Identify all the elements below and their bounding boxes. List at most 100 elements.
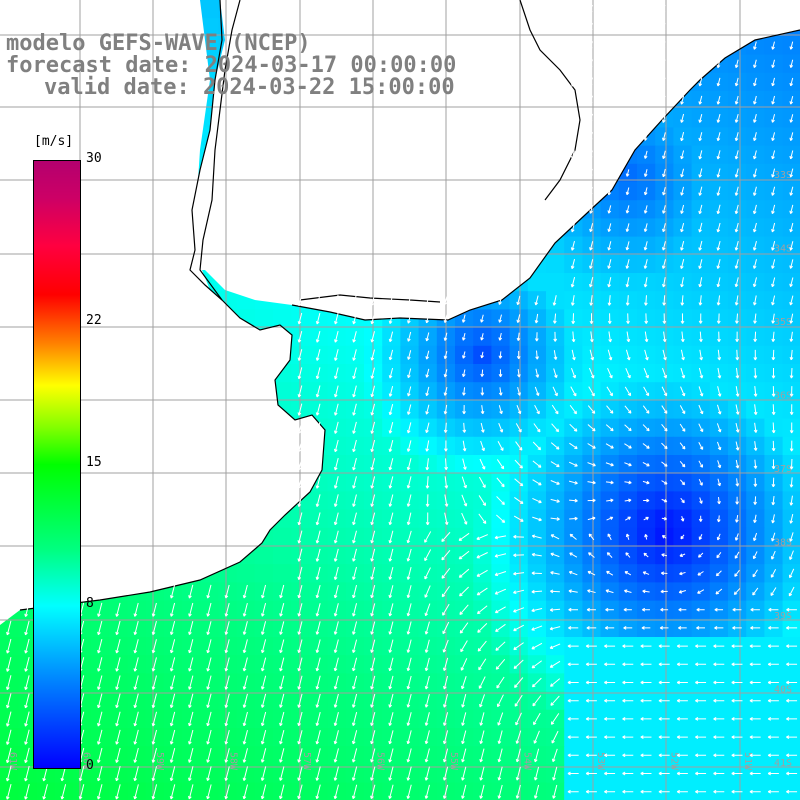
wind-arrow: [513, 624, 525, 632]
wind-arrow: [532, 516, 542, 522]
wind-arrow: [97, 657, 103, 672]
wind-arrow: [771, 277, 776, 288]
colorbar-unit: [m/s]: [34, 134, 74, 149]
wind-arrow: [531, 534, 542, 539]
wind-arrow: [607, 132, 612, 141]
wind-arrow: [641, 626, 651, 630]
wind-arrow: [461, 694, 467, 708]
wind-arrow: [749, 789, 761, 794]
wind-arrow: [625, 113, 630, 123]
wind-arrow: [97, 620, 103, 636]
wind-arrow: [658, 662, 670, 667]
wind-arrow: [789, 440, 794, 452]
wind-cell: [236, 564, 256, 583]
wind-arrow: [497, 730, 503, 745]
wind-arrow: [716, 259, 721, 269]
wind-arrow: [480, 369, 485, 377]
wind-arrow: [587, 405, 596, 414]
wind-arrow: [550, 480, 560, 485]
wind-arrow: [771, 295, 776, 306]
wind-arrow: [661, 277, 666, 288]
wind-arrow: [516, 295, 521, 306]
wind-arrow: [552, 784, 558, 799]
wind-arrow: [497, 748, 503, 763]
wind-arrow: [242, 639, 248, 654]
wind-arrow: [731, 771, 743, 776]
wind-arrow: [625, 516, 631, 521]
wind-arrow: [352, 294, 357, 307]
wind-arrow: [680, 95, 685, 105]
wind-arrow: [315, 784, 321, 800]
wind-arrow: [771, 23, 775, 32]
wind-arrow: [640, 717, 652, 721]
wind-arrow: [662, 23, 666, 32]
wind-arrow: [662, 331, 667, 343]
wind-arrow: [735, 459, 740, 469]
wind-arrow: [388, 657, 394, 672]
wind-arrow: [607, 313, 612, 324]
wind-arrow: [133, 657, 139, 672]
wind-arrow: [732, 607, 742, 612]
wind-arrow: [568, 607, 578, 612]
colorbar: [33, 160, 81, 769]
wind-arrow: [315, 748, 321, 763]
wind-arrow: [24, 620, 30, 636]
wind-arrow: [333, 476, 339, 489]
wind-arrow: [622, 644, 634, 648]
wind-arrow: [425, 295, 430, 306]
wind-arrow: [607, 150, 612, 159]
wind-arrow: [771, 386, 776, 397]
wind-arrow: [553, 368, 558, 379]
wind-arrow: [625, 187, 630, 196]
wind-arrow: [622, 680, 634, 685]
wind-arrow: [588, 533, 595, 541]
wind-arrows: [5, 4, 798, 800]
wind-arrow: [789, 313, 794, 324]
wind-arrow: [752, 569, 758, 578]
longitude-label: 59W: [154, 752, 165, 771]
wind-arrow: [461, 784, 467, 799]
wind-arrow: [768, 626, 779, 630]
wind-arrow: [97, 693, 103, 709]
longitude-label: 52W: [669, 752, 680, 771]
wind-arrow: [169, 711, 176, 727]
wind-cell: [273, 546, 292, 565]
wind-arrow: [716, 204, 721, 215]
wind-arrow: [333, 566, 339, 580]
longitude-label: 51W: [742, 752, 753, 771]
wind-arrow: [480, 333, 484, 341]
wind-arrow: [552, 295, 557, 306]
wind-arrow: [406, 675, 412, 690]
wind-arrow: [188, 729, 194, 745]
wind-arrow: [680, 497, 685, 504]
latitude-label: 38S: [774, 538, 792, 549]
wind-arrow: [480, 351, 484, 359]
wind-arrow: [658, 644, 670, 648]
wind-arrow: [461, 369, 466, 378]
wind-arrow: [550, 442, 560, 450]
wind-arrow: [676, 662, 688, 667]
wind-arrow: [661, 516, 668, 521]
wind-arrow: [6, 620, 12, 636]
wind-arrow: [188, 748, 194, 763]
wind-arrow: [734, 114, 739, 123]
wind-arrow: [479, 748, 485, 763]
wind-arrow: [206, 711, 212, 727]
wind-arrow: [696, 607, 705, 612]
wind-arrow: [406, 458, 412, 471]
wind-arrow: [279, 748, 285, 763]
wind-arrow: [625, 205, 630, 214]
wind-arrow: [604, 662, 616, 667]
wind-arrow: [494, 606, 506, 614]
wind-arrow: [734, 277, 739, 288]
wind-cell: [254, 309, 274, 329]
wind-arrow: [370, 766, 376, 781]
wind-arrow: [553, 350, 558, 360]
wind-arrow: [425, 422, 430, 434]
wind-arrow: [789, 349, 794, 361]
wind-arrow: [643, 95, 648, 105]
wind-arrow: [606, 498, 614, 503]
wind-arrow: [642, 443, 650, 449]
wind-arrow: [424, 621, 430, 635]
wind-arrow: [640, 698, 652, 703]
